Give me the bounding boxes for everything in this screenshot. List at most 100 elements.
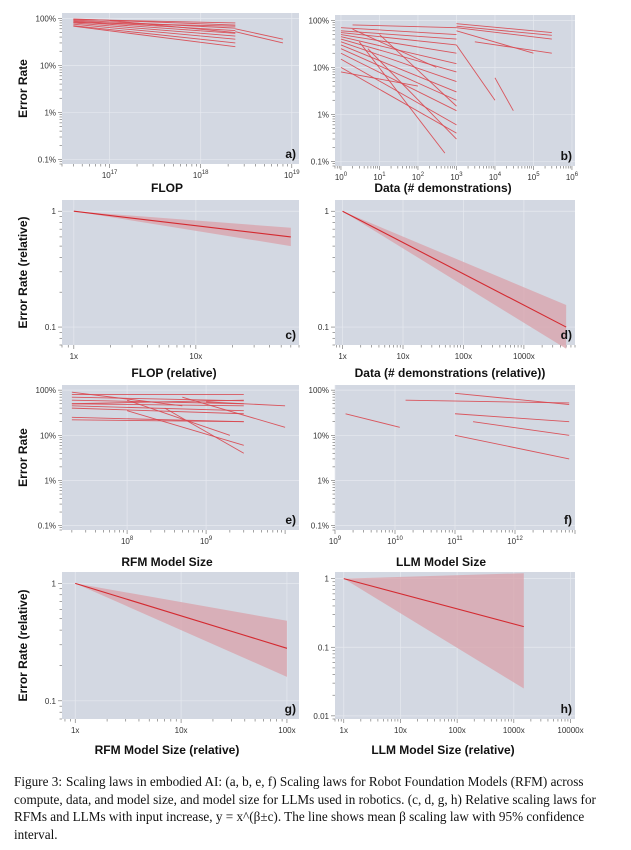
series-line — [235, 31, 284, 44]
x-tick-label: 10x — [175, 726, 188, 735]
series-line — [340, 32, 457, 46]
y-tick-label: 10% — [313, 63, 329, 72]
series-line — [109, 20, 236, 33]
minor-ticks — [58, 18, 293, 168]
minor-ticks — [58, 583, 288, 723]
y-tick-label: 100% — [36, 386, 56, 395]
y-tick-label: 10% — [40, 61, 56, 70]
x-tick-label: 1011 — [447, 536, 463, 546]
x-tick-label: 1012 — [507, 536, 523, 546]
series-line — [164, 407, 245, 454]
y-tick-label: 0.1% — [38, 522, 56, 531]
x-tick-label: 1000x — [513, 352, 535, 361]
panel-label: e) — [285, 513, 296, 527]
plot-background — [62, 13, 299, 164]
y-axis-label: Error Rate (relative) — [16, 216, 30, 328]
x-tick-label: 1x — [70, 352, 78, 361]
panel-b: 100 101 102 103 104 105 106 100% 10% 1% 0.1% b) Data… — [309, 15, 579, 195]
panel-label: g) — [285, 702, 296, 716]
y-tick-label: 0.1% — [311, 522, 329, 531]
x-axis-label: RFM Model Size (relative) — [95, 743, 240, 757]
panel-c: 1x 10x 1 0.1 c) FLOP (relative) Error Rate (re… — [16, 200, 300, 380]
series-line — [340, 52, 457, 112]
figure-caption: Figure 3: Scaling laws in embodied AI: (a… — [14, 773, 616, 843]
x-tick-label: 1018 — [193, 170, 209, 180]
y-tick-label: 10% — [313, 431, 329, 440]
minor-ticks — [58, 210, 300, 349]
series-line — [352, 24, 457, 29]
minor-ticks — [331, 578, 571, 723]
x-axis-label: Data (# demonstrations) — [374, 181, 511, 195]
series-line — [454, 413, 570, 423]
y-tick-label: 1 — [52, 579, 57, 588]
series-line — [71, 403, 244, 407]
minor-ticks — [331, 389, 576, 534]
panel-label: a) — [285, 147, 296, 161]
series-line — [71, 399, 244, 405]
panel-f: 109 1010 1011 1012 100% 10% 1% 0.1% f) LLM Model … — [309, 385, 576, 569]
x-axis-label: LLM Model Size — [396, 555, 486, 569]
y-tick-label: 1% — [317, 110, 329, 119]
panel-label: d) — [561, 328, 572, 342]
x-tick-label: 105 — [527, 172, 540, 182]
panel-label: h) — [561, 702, 572, 716]
panel-e: 108 109 100% 10% 1% 0.1% e) RFM Model Size Error… — [16, 385, 299, 569]
series-line — [358, 41, 446, 154]
y-tick-label: 0.1% — [311, 157, 329, 166]
series-line — [454, 392, 570, 405]
y-tick-label: 0.1% — [38, 155, 56, 164]
x-tick-label: 102 — [412, 172, 425, 182]
x-tick-label: 104 — [489, 172, 502, 182]
x-tick-label: 108 — [121, 536, 134, 546]
caption-label: Figure 3: — [14, 774, 62, 789]
caption-text: Scaling laws in embodied AI: (a, b, e, f… — [14, 774, 596, 842]
y-tick-label: 1% — [44, 108, 56, 117]
x-axis-label: FLOP (relative) — [131, 366, 216, 380]
confidence-band — [73, 211, 291, 247]
y-tick-label: 1% — [317, 476, 329, 485]
x-tick-label: 101 — [373, 172, 386, 182]
series-line — [73, 25, 236, 48]
series-line — [345, 413, 400, 428]
series-line — [126, 410, 244, 446]
series-line — [73, 23, 236, 40]
y-axis-label: Error Rate — [16, 428, 30, 487]
y-tick-label: 0.1 — [45, 323, 57, 332]
series-line — [340, 41, 457, 82]
series-line — [454, 434, 570, 460]
y-tick-label: 0.1 — [318, 643, 330, 652]
series-line — [340, 38, 457, 73]
y-axis-label: Error Rate — [16, 59, 30, 118]
panel-label: f) — [564, 513, 572, 527]
series-line — [71, 391, 183, 407]
series-line — [73, 22, 236, 37]
series-line — [456, 25, 552, 36]
series-line — [206, 401, 286, 407]
confidence-band — [342, 211, 567, 349]
minor-ticks — [331, 20, 573, 170]
series-line — [73, 21, 236, 27]
x-tick-label: 1x — [71, 726, 79, 735]
series-line — [405, 399, 570, 404]
x-tick-label: 100 — [335, 172, 348, 182]
mean-scaling-line — [73, 210, 291, 238]
y-tick-label: 1 — [325, 207, 330, 216]
y-axis-label: Error Rate (relative) — [16, 589, 30, 701]
series-line — [126, 399, 231, 436]
x-tick-label: 10x — [394, 726, 407, 735]
series-line — [340, 44, 457, 93]
series-line — [182, 396, 286, 428]
minor-ticks — [58, 389, 286, 534]
series-line — [494, 77, 514, 111]
series-line — [379, 34, 457, 107]
x-tick-label: 1019 — [284, 170, 300, 180]
series-line — [340, 34, 457, 54]
x-tick-label: 1017 — [102, 170, 118, 180]
x-tick-label: 10x — [397, 352, 410, 361]
series-line — [474, 41, 552, 54]
series-line — [340, 27, 457, 35]
confidence-band — [75, 583, 287, 677]
series-line — [367, 48, 457, 140]
x-axis-label: LLM Model Size (relative) — [371, 743, 514, 757]
series-line — [340, 48, 457, 101]
